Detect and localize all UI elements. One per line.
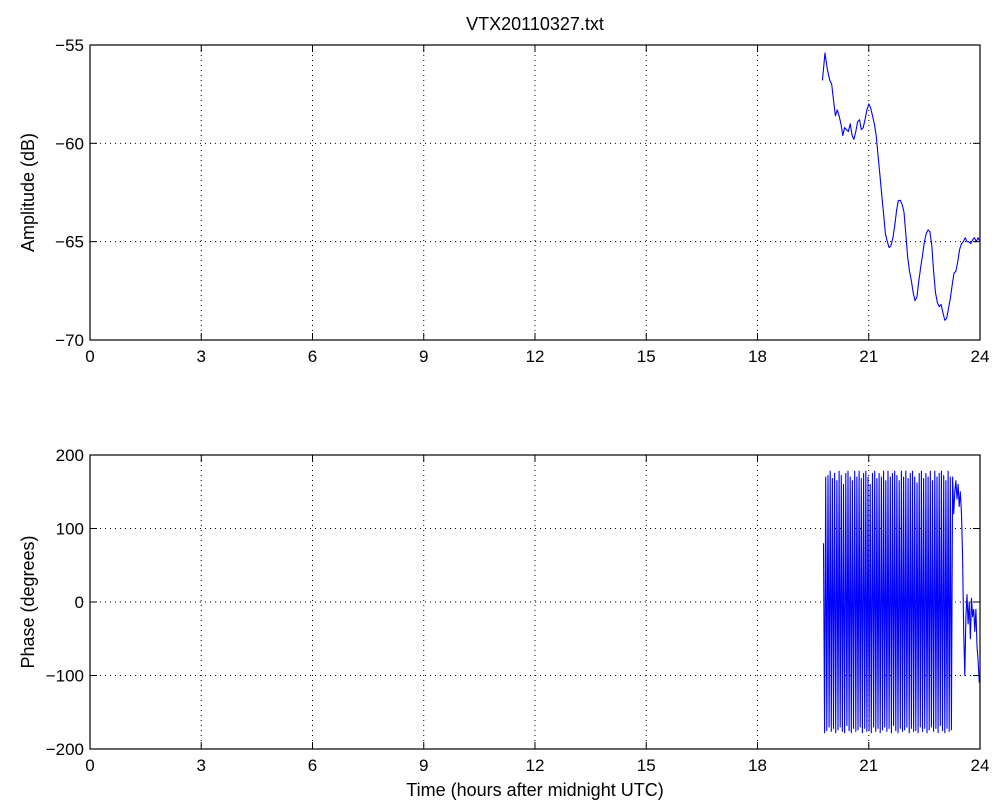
phase-x-tick-label: 12 — [526, 756, 545, 775]
phase-x-tick-label: 15 — [637, 756, 656, 775]
phase-series-line — [822, 470, 980, 734]
amplitude-y-tick-label: −55 — [55, 36, 84, 55]
phase-x-tick-label: 9 — [419, 756, 428, 775]
amplitude-x-tick-label: 21 — [859, 347, 878, 366]
amplitude-plot: 0 3 6 9 12 15 18 21 24 −70 −65 −60 −55 VTX20110327.tx… — [18, 14, 989, 366]
phase-plot: 0 3 6 9 12 15 18 21 24 −200 −100 0 100 200 Phase (degr… — [18, 446, 989, 800]
amplitude-x-tick-label: 0 — [85, 347, 94, 366]
phase-y-axis-label: Phase (degrees) — [18, 535, 38, 668]
phase-x-tick-label: 3 — [197, 756, 206, 775]
phase-x-tick-label: 18 — [748, 756, 767, 775]
phase-x-tick-label: 6 — [308, 756, 317, 775]
amplitude-chart-title: VTX20110327.txt — [466, 14, 604, 34]
phase-x-tick-label: 24 — [971, 756, 990, 775]
amplitude-x-tick-label: 24 — [971, 347, 990, 366]
phase-y-tick-label: 200 — [56, 446, 84, 465]
phase-x-tick-label: 0 — [85, 756, 94, 775]
phase-y-tick-label: 0 — [75, 593, 84, 612]
phase-y-tick-label: −200 — [46, 740, 84, 759]
amplitude-x-tick-label: 18 — [748, 347, 767, 366]
amplitude-x-tick-label: 12 — [526, 347, 545, 366]
amplitude-x-tick-label: 3 — [197, 347, 206, 366]
phase-y-tick-label: −100 — [46, 667, 84, 686]
amplitude-x-tick-label: 9 — [419, 347, 428, 366]
phase-y-tick-label: 100 — [56, 520, 84, 539]
amplitude-y-tick-label: −65 — [55, 233, 84, 252]
amplitude-series-line — [821, 52, 981, 321]
amplitude-x-tick-label: 6 — [308, 347, 317, 366]
amplitude-y-tick-label: −70 — [55, 331, 84, 350]
phase-x-tick-label: 21 — [859, 756, 878, 775]
amplitude-y-tick-label: −60 — [55, 134, 84, 153]
phase-x-axis-label: Time (hours after midnight UTC) — [406, 780, 663, 800]
amplitude-x-tick-label: 15 — [637, 347, 656, 366]
amplitude-y-axis-label: Amplitude (dB) — [18, 133, 38, 252]
